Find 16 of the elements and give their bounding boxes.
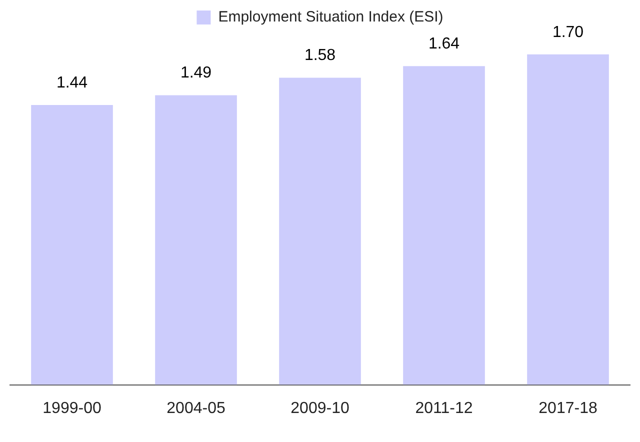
bar — [527, 54, 609, 385]
bar — [31, 104, 113, 385]
data-label: 1.70 — [552, 24, 584, 41]
data-label: 1.64 — [428, 36, 460, 52]
x-tick-label: 2009-10 — [290, 400, 350, 417]
legend-label: Employment Situation Index (ESI) — [218, 8, 444, 26]
data-label: 1.44 — [56, 74, 88, 92]
x-tick-label: 2017-18 — [538, 400, 598, 417]
x-tick-label: 1999-00 — [42, 400, 102, 417]
data-label: 1.58 — [304, 47, 336, 64]
bar — [403, 66, 485, 385]
data-label: 1.49 — [180, 64, 212, 82]
bar — [155, 95, 237, 385]
bar — [279, 78, 361, 385]
x-tick-label: 2011-12 — [415, 400, 473, 417]
x-tick-label: 2004-05 — [166, 400, 226, 417]
